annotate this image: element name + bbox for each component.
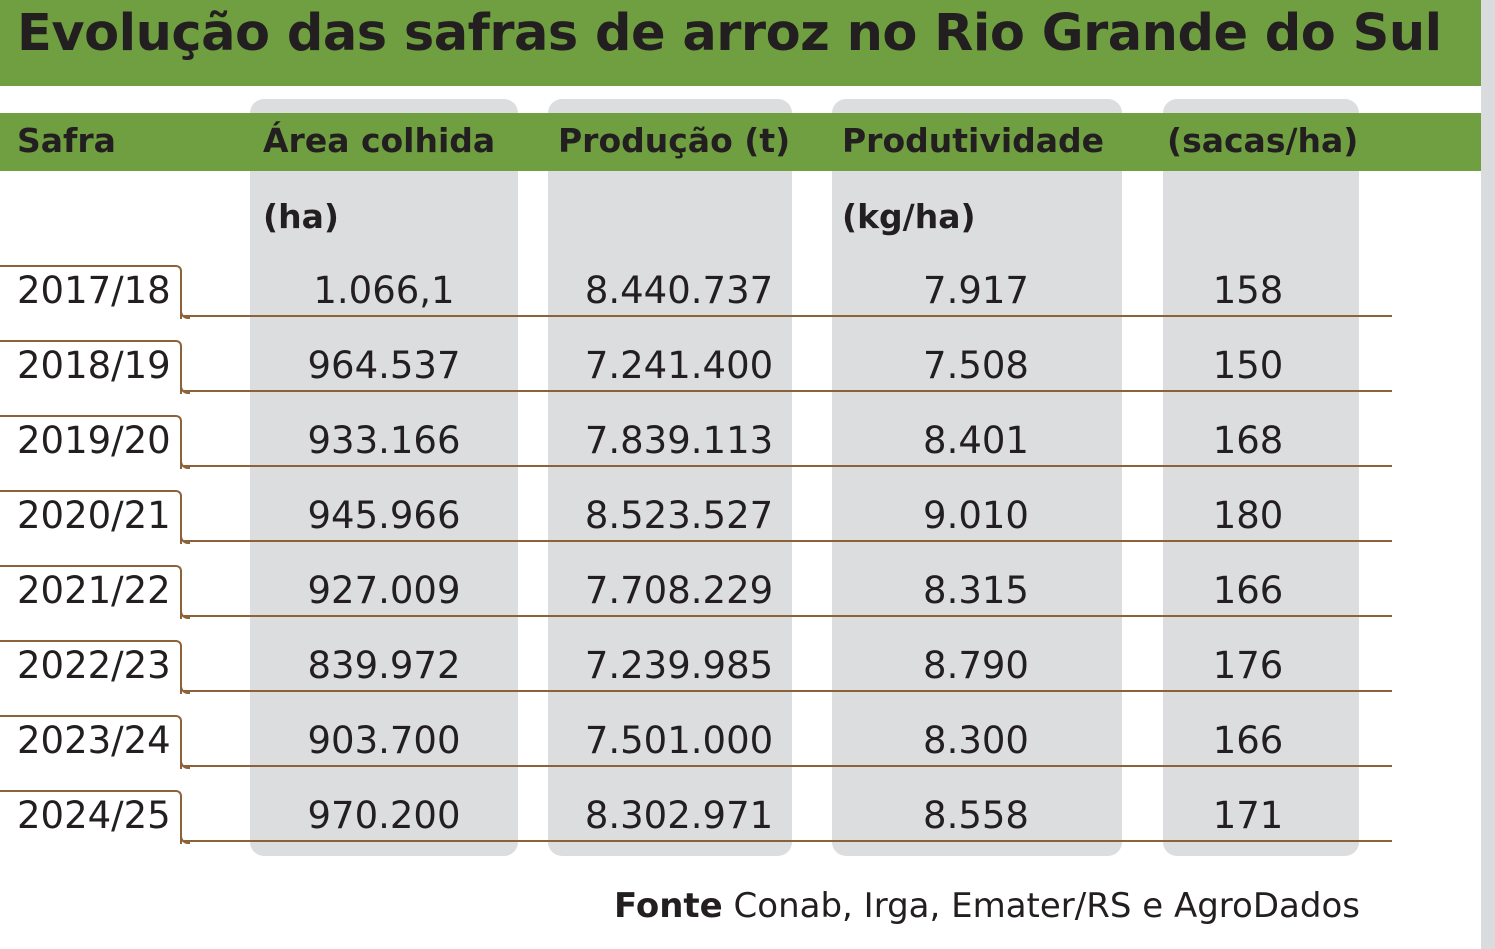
cell-safra: 2023/24 — [17, 719, 171, 762]
cell-safra: 2022/23 — [17, 644, 171, 687]
row-tab-curve — [180, 457, 190, 469]
cell-area: 927.009 — [307, 569, 461, 612]
header-producao: Produção (t) — [558, 121, 791, 160]
row-tab-curve — [180, 532, 190, 544]
cell-produtividade: 8.558 — [923, 794, 1029, 837]
cell-sacas: 150 — [1212, 344, 1284, 387]
right-edge-strip — [1481, 0, 1495, 949]
source-label: Fonte — [614, 886, 723, 926]
title-bar: Evolução das safras de arroz no Rio Gran… — [0, 0, 1481, 86]
cell-produtividade: 8.300 — [923, 719, 1029, 762]
header-safra: Safra — [17, 121, 116, 160]
table-row: 2020/21 945.966 8.523.527 9.010 180 — [0, 490, 1392, 565]
row-tab-curve — [180, 682, 190, 694]
cell-area: 964.537 — [307, 344, 461, 387]
cell-produtividade: 7.508 — [923, 344, 1029, 387]
cell-sacas: 158 — [1212, 269, 1284, 312]
table-row: 2023/24 903.700 7.501.000 8.300 166 — [0, 715, 1392, 790]
header-produtividade: Produtividade — [842, 121, 1105, 160]
cell-safra: 2021/22 — [17, 569, 171, 612]
cell-sacas: 171 — [1212, 794, 1284, 837]
cell-produtividade: 9.010 — [923, 494, 1029, 537]
row-tab-rule — [0, 565, 182, 619]
table-row: 2017/18 1.066,1 8.440.737 7.917 158 — [0, 265, 1392, 340]
cell-producao: 8.440.737 — [584, 269, 774, 312]
cell-area: 903.700 — [307, 719, 461, 762]
unit-produtividade: (kg/ha) — [842, 197, 976, 236]
cell-producao: 7.708.229 — [584, 569, 774, 612]
cell-sacas: 180 — [1212, 494, 1284, 537]
row-rule — [184, 390, 1392, 392]
cell-producao: 7.241.400 — [584, 344, 774, 387]
cell-producao: 7.501.000 — [584, 719, 774, 762]
cell-sacas: 166 — [1212, 719, 1284, 762]
cell-produtividade: 8.401 — [923, 419, 1029, 462]
column-bg-producao — [548, 99, 792, 856]
cell-producao: 8.302.971 — [584, 794, 774, 837]
cell-safra: 2024/25 — [17, 794, 171, 837]
row-rule — [184, 840, 1392, 842]
row-rule — [184, 615, 1392, 617]
cell-safra: 2017/18 — [17, 269, 171, 312]
row-tab-rule — [0, 340, 182, 394]
cell-produtividade: 8.790 — [923, 644, 1029, 687]
cell-producao: 7.239.985 — [584, 644, 774, 687]
row-tab-curve — [180, 382, 190, 394]
row-tab-rule — [0, 715, 182, 769]
cell-area: 933.166 — [307, 419, 461, 462]
cell-area: 1.066,1 — [313, 269, 455, 312]
row-rule — [184, 465, 1392, 467]
row-tab-rule — [0, 490, 182, 544]
unit-area: (ha) — [263, 197, 339, 236]
table-header-bar — [0, 113, 1481, 171]
cell-area: 839.972 — [307, 644, 461, 687]
header-area: Área colhida — [263, 121, 496, 160]
row-tab-rule — [0, 790, 182, 844]
row-tab-rule — [0, 265, 182, 319]
source-text: Conab, Irga, Emater/RS e AgroDados — [733, 886, 1360, 926]
header-sacas: (sacas/ha) — [1167, 121, 1359, 160]
page-title: Evolução das safras de arroz no Rio Gran… — [17, 4, 1442, 63]
table-row: 2022/23 839.972 7.239.985 8.790 176 — [0, 640, 1392, 715]
cell-area: 970.200 — [307, 794, 461, 837]
cell-safra: 2018/19 — [17, 344, 171, 387]
row-tab-rule — [0, 415, 182, 469]
row-rule — [184, 690, 1392, 692]
cell-produtividade: 8.315 — [923, 569, 1029, 612]
cell-area: 945.966 — [307, 494, 461, 537]
table-row: 2018/19 964.537 7.241.400 7.508 150 — [0, 340, 1392, 415]
column-bg-area — [250, 99, 518, 856]
row-rule — [184, 765, 1392, 767]
table-row: 2024/25 970.200 8.302.971 8.558 171 — [0, 790, 1392, 865]
source-note: Fonte Conab, Irga, Emater/RS e AgroDados — [614, 886, 1360, 926]
row-tab-curve — [180, 832, 190, 844]
cell-produtividade: 7.917 — [923, 269, 1029, 312]
cell-producao: 8.523.527 — [584, 494, 774, 537]
cell-sacas: 166 — [1212, 569, 1284, 612]
cell-safra: 2020/21 — [17, 494, 171, 537]
cell-safra: 2019/20 — [17, 419, 171, 462]
row-tab-curve — [180, 757, 190, 769]
table-row: 2021/22 927.009 7.708.229 8.315 166 — [0, 565, 1392, 640]
row-tab-curve — [180, 607, 190, 619]
row-rule — [184, 540, 1392, 542]
row-tab-curve — [180, 307, 190, 319]
cell-sacas: 168 — [1212, 419, 1284, 462]
cell-producao: 7.839.113 — [584, 419, 774, 462]
table-row: 2019/20 933.166 7.839.113 8.401 168 — [0, 415, 1392, 490]
row-tab-rule — [0, 640, 182, 694]
cell-sacas: 176 — [1212, 644, 1284, 687]
row-rule — [184, 315, 1392, 317]
column-bg-produtividade — [832, 99, 1122, 856]
column-bg-sacas — [1163, 99, 1359, 856]
